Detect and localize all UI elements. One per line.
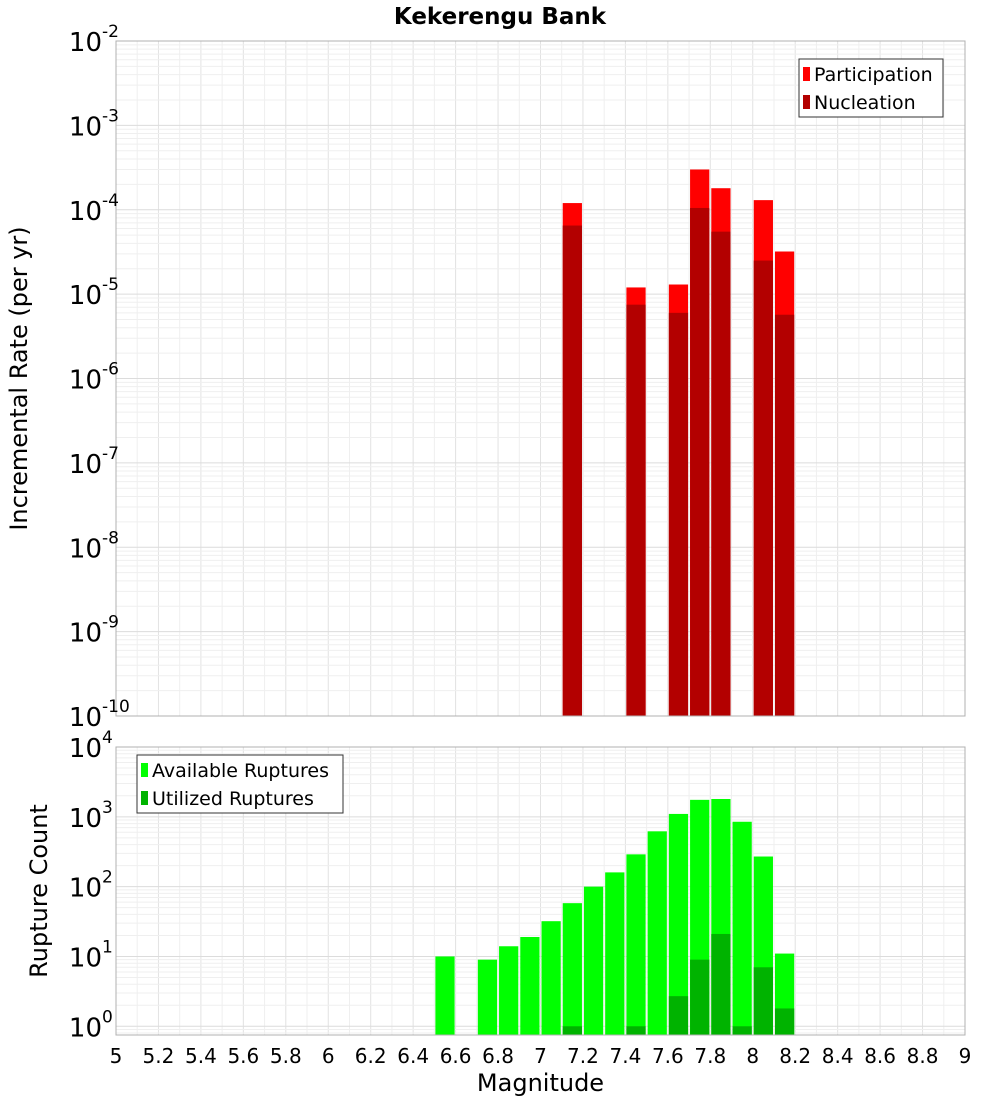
legend-box [798, 58, 944, 118]
y-tick-exponent: 0 [102, 1007, 113, 1027]
x-tick-label: 8.8 [907, 1044, 939, 1068]
bar-utilized-ruptures [774, 1008, 795, 1035]
legend-swatch [803, 67, 810, 81]
y-tick-label: 10 [69, 734, 102, 764]
y-tick-label: 10 [69, 1013, 102, 1043]
legend-label: Available Ruptures [152, 760, 329, 782]
y-tick-label: 10 [69, 804, 102, 834]
plot-border [115, 746, 966, 1036]
y-tick-exponent: -10 [102, 697, 130, 717]
y-tick-exponent: -8 [102, 528, 119, 548]
x-tick-label: 5.6 [227, 1044, 259, 1068]
x-tick-label: 7.4 [609, 1044, 641, 1068]
bar-available-ruptures [435, 956, 455, 1035]
bar-nucleation [753, 260, 773, 716]
y-axis-label: Rupture Count [25, 804, 53, 978]
bar-available-ruptures [626, 854, 646, 1035]
y-tick-exponent: 2 [102, 868, 113, 888]
y-tick-exponent: 1 [102, 937, 113, 957]
bar-available-ruptures [732, 821, 752, 1035]
y-tick-label: 10 [69, 366, 102, 396]
bar-nucleation [690, 207, 710, 716]
bar-available-ruptures [499, 946, 519, 1035]
x-tick-label: 7.2 [567, 1044, 599, 1068]
bar-utilized-ruptures [690, 959, 710, 1035]
legend-label: Utilized Ruptures [152, 788, 314, 810]
bar-available-ruptures [520, 936, 540, 1035]
bar-utilized-ruptures [562, 1026, 582, 1035]
x-tick-label: 5.2 [143, 1044, 175, 1068]
bar-available-ruptures [605, 872, 625, 1035]
y-tick-label: 10 [69, 874, 102, 904]
x-tick-label: 6.2 [355, 1044, 387, 1068]
x-tick-label: 9 [959, 1044, 972, 1068]
x-tick-label: 7.8 [694, 1044, 726, 1068]
y-tick-exponent: 3 [102, 798, 113, 818]
x-tick-label: 7 [534, 1044, 547, 1068]
y-tick-exponent: -9 [102, 613, 119, 633]
plot-border [115, 40, 966, 717]
y-tick-label: 10 [69, 197, 102, 227]
x-tick-label: 6.4 [397, 1044, 429, 1068]
legend-label: Nucleation [814, 92, 916, 114]
y-tick-exponent: -6 [102, 360, 119, 380]
bar-utilized-ruptures [732, 1026, 752, 1035]
x-tick-label: 5.8 [270, 1044, 302, 1068]
bar-available-ruptures [477, 959, 498, 1035]
x-tick-label: 8.4 [822, 1044, 854, 1068]
y-tick-exponent: -3 [102, 106, 119, 126]
y-tick-exponent: -5 [102, 275, 119, 295]
bar-nucleation [626, 304, 646, 716]
bar-available-ruptures [562, 903, 582, 1035]
bar-available-ruptures [583, 886, 604, 1035]
y-tick-label: 10 [69, 534, 102, 564]
y-tick-label: 10 [69, 943, 102, 973]
bar-utilized-ruptures [626, 1026, 646, 1035]
x-tick-label: 6.8 [482, 1044, 514, 1068]
x-tick-label: 8.2 [779, 1044, 811, 1068]
x-axis-label: Magnitude [477, 1069, 604, 1097]
legend-swatch [141, 791, 148, 805]
y-tick-label: 10 [69, 112, 102, 142]
y-tick-label: 10 [69, 450, 102, 480]
legend-label: Participation [814, 64, 933, 86]
legend-swatch [803, 95, 810, 109]
x-tick-label: 8.6 [864, 1044, 896, 1068]
y-tick-exponent: -7 [102, 444, 119, 464]
legend-box [136, 754, 344, 814]
y-tick-label: 10 [69, 281, 102, 311]
x-tick-label: 6.6 [440, 1044, 472, 1068]
bar-utilized-ruptures [668, 996, 689, 1035]
y-tick-exponent: 4 [102, 728, 113, 748]
y-tick-exponent: -4 [102, 191, 119, 211]
bar-utilized-ruptures [753, 967, 773, 1035]
y-tick-label: 10 [69, 619, 102, 649]
x-tick-label: 8 [746, 1044, 759, 1068]
bar-available-ruptures [647, 831, 667, 1035]
y-axis-label: Incremental Rate (per yr) [5, 226, 33, 530]
legend-swatch [141, 763, 148, 777]
y-tick-label: 10 [69, 703, 102, 733]
bar-nucleation [562, 225, 582, 716]
chart-title: Kekerengu Bank [394, 4, 607, 30]
x-tick-label: 5 [110, 1044, 123, 1068]
bar-available-ruptures [668, 813, 689, 1035]
bar-available-ruptures [541, 921, 561, 1035]
x-tick-label: 5.4 [185, 1044, 217, 1068]
y-tick-label: 10 [69, 28, 102, 58]
y-tick-exponent: -2 [102, 22, 119, 42]
x-tick-label: 6 [322, 1044, 335, 1068]
bar-nucleation [668, 312, 689, 716]
bar-utilized-ruptures [711, 933, 731, 1035]
bar-nucleation [711, 231, 731, 716]
x-tick-label: 7.6 [652, 1044, 684, 1068]
bar-nucleation [774, 314, 795, 716]
